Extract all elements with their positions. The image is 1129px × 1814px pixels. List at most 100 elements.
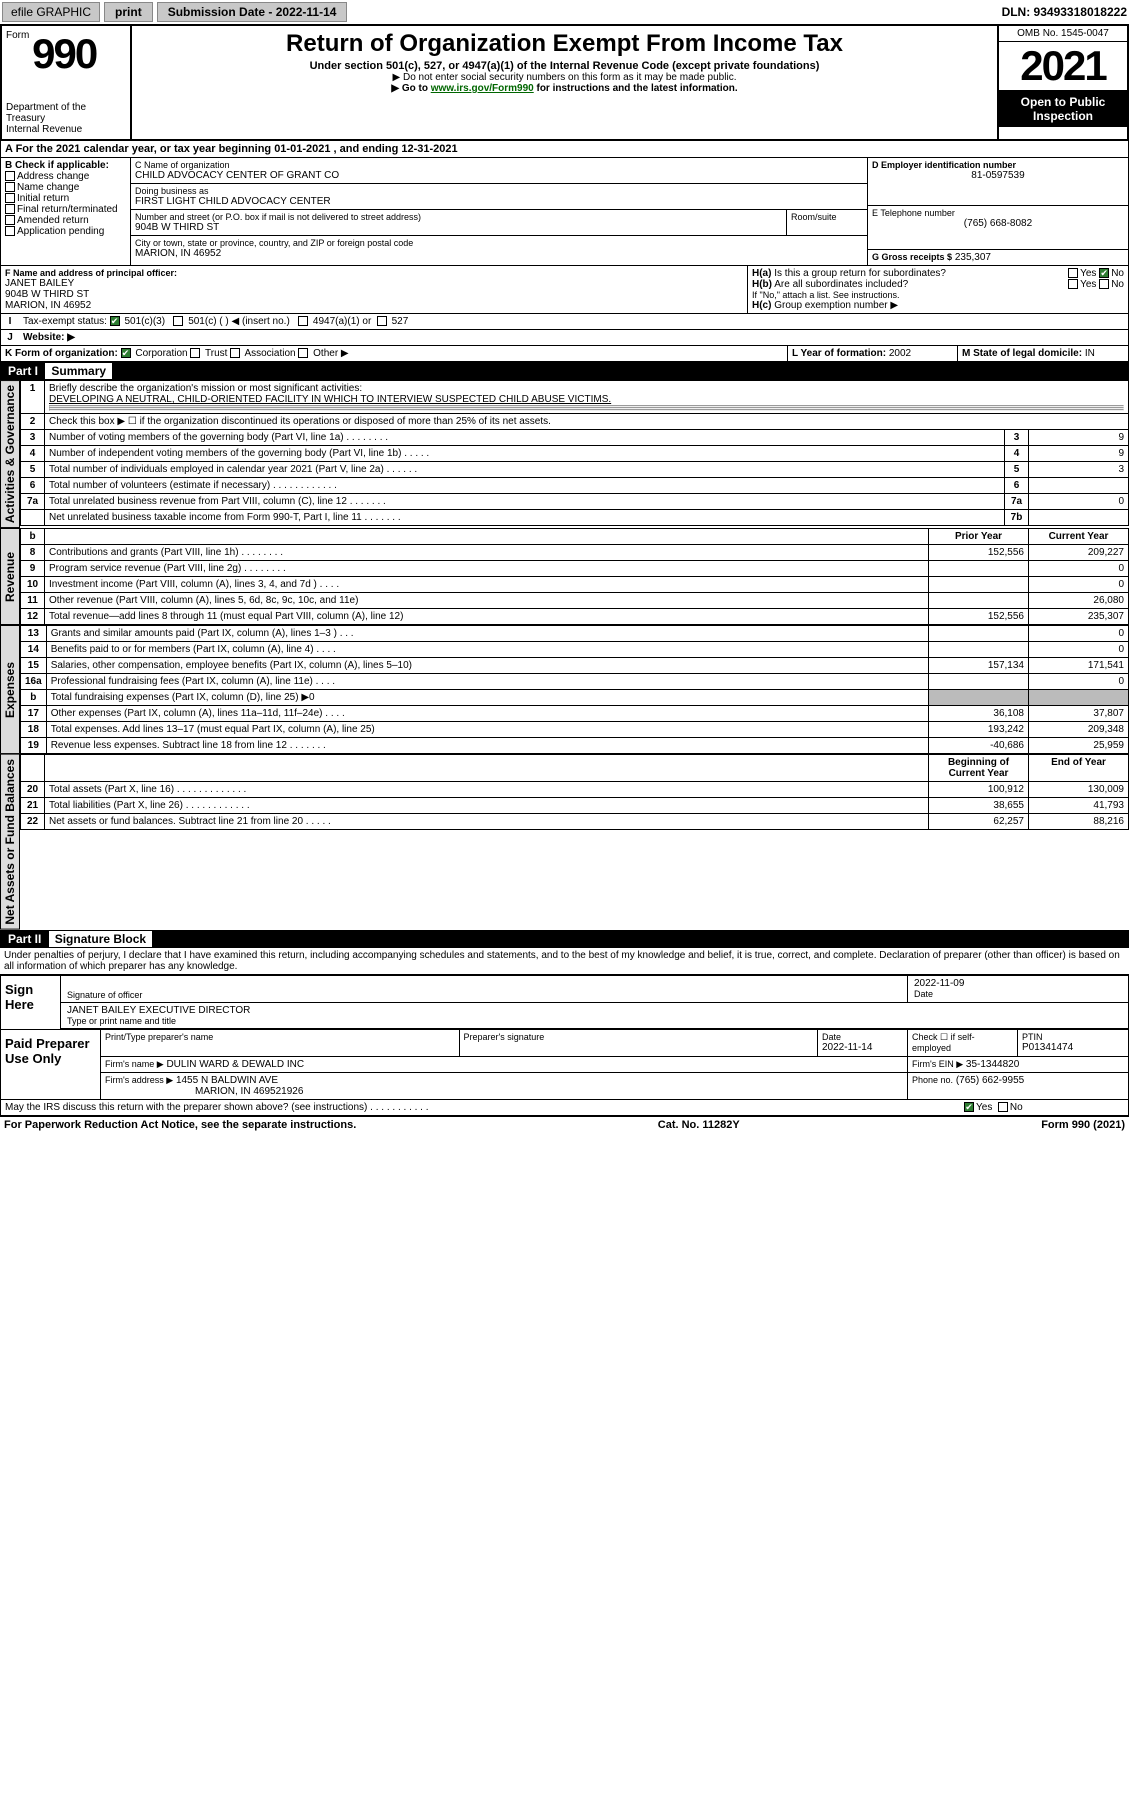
prep-date: 2022-11-14 <box>822 1042 903 1053</box>
room-label: Room/suite <box>791 212 863 222</box>
hc-label: Group exemption number ▶ <box>774 300 898 311</box>
firm-phone: (765) 662-9955 <box>956 1075 1024 1086</box>
cb-name-change[interactable] <box>5 182 15 192</box>
firm-name-label: Firm's name ▶ <box>105 1059 164 1069</box>
cb-discuss-no[interactable] <box>998 1102 1008 1112</box>
revenue-block: Revenue bPrior YearCurrent Year 8Contrib… <box>0 528 1129 625</box>
form-header: Form 990 Department of the Treasury Inte… <box>0 24 1129 141</box>
note2-post: for instructions and the latest informat… <box>534 83 738 94</box>
state-domicile: IN <box>1085 348 1095 359</box>
cb-address-change[interactable] <box>5 171 15 181</box>
hb-label: Are all subordinates included? <box>774 279 908 290</box>
hb-no: No <box>1111 279 1124 290</box>
expenses-block: Expenses 13Grants and similar amounts pa… <box>0 625 1129 754</box>
website-label: Website: ▶ <box>19 330 1128 345</box>
declaration-text: Under penalties of perjury, I declare th… <box>0 948 1129 974</box>
ein-value: 81-0597539 <box>872 170 1124 181</box>
print-button[interactable]: print <box>104 2 153 22</box>
note2-pre: ▶ Go to <box>391 83 430 94</box>
omb-number: OMB No. 1545-0047 <box>999 26 1127 42</box>
form-number: 990 <box>32 30 96 77</box>
section-c: C Name of organization CHILD ADVOCACY CE… <box>131 158 868 265</box>
form-footer: Form 990 (2021) <box>1041 1119 1125 1131</box>
cb-final-return[interactable] <box>5 204 15 214</box>
cb-discuss-yes[interactable] <box>964 1102 974 1112</box>
signature-block: Sign Here Signature of officer 2022-11-0… <box>0 974 1129 1030</box>
table-row: 12Total revenue—add lines 8 through 11 (… <box>21 609 1129 625</box>
lbl-address-change: Address change <box>17 171 89 182</box>
opt-527: 527 <box>392 316 409 327</box>
table-row: 7aTotal unrelated business revenue from … <box>21 494 1129 510</box>
discuss-row: May the IRS discuss this return with the… <box>0 1100 1129 1116</box>
opt-trust: Trust <box>205 348 227 359</box>
firm-phone-label: Phone no. <box>912 1075 953 1085</box>
lbl-app-pending: Application pending <box>17 226 104 237</box>
org-name: CHILD ADVOCACY CENTER OF GRANT CO <box>135 170 863 181</box>
cb-assoc[interactable] <box>230 348 240 358</box>
table-row: 21Total liabilities (Part X, line 26) . … <box>21 798 1129 814</box>
dba-label: Doing business as <box>135 186 863 196</box>
part1-num: Part I <box>8 364 38 378</box>
officer-addr1: 904B W THIRD ST <box>5 289 743 300</box>
table-row: 6Total number of volunteers (estimate if… <box>21 478 1129 494</box>
discuss-label: May the IRS discuss this return with the… <box>5 1102 964 1113</box>
i-label: Tax-exempt status: <box>23 316 107 327</box>
cb-hb-no[interactable] <box>1099 279 1109 289</box>
cat-no: Cat. No. 11282Y <box>658 1119 740 1131</box>
cb-initial-return[interactable] <box>5 193 15 203</box>
firm-addr-label: Firm's address ▶ <box>105 1075 173 1085</box>
footer: For Paperwork Reduction Act Notice, see … <box>0 1116 1129 1133</box>
table-row: 14Benefits paid to or for members (Part … <box>21 642 1129 658</box>
tab-expenses: Expenses <box>0 625 20 754</box>
paid-preparer-block: Paid Preparer Use Only Print/Type prepar… <box>0 1030 1129 1100</box>
table-row: 22Net assets or fund balances. Subtract … <box>21 814 1129 830</box>
phone-value: (765) 668-8082 <box>872 218 1124 229</box>
cb-corp[interactable] <box>121 348 131 358</box>
cb-4947[interactable] <box>298 316 308 326</box>
sig-officer-label: Signature of officer <box>67 990 901 1000</box>
sig-date-label: Date <box>914 989 1122 999</box>
submission-date: Submission Date - 2022-11-14 <box>157 2 348 22</box>
cb-application-pending[interactable] <box>5 226 15 236</box>
typed-name: JANET BAILEY EXECUTIVE DIRECTOR <box>67 1005 1122 1016</box>
part2-title: Signature Block <box>49 931 152 947</box>
section-klm: K Form of organization: Corporation Trus… <box>0 346 1129 362</box>
netassets-block: Net Assets or Fund Balances Beginning of… <box>0 754 1129 930</box>
cb-501c3[interactable] <box>110 316 120 326</box>
line2-text: Check this box ▶ ☐ if the organization d… <box>45 414 1129 430</box>
tab-revenue: Revenue <box>0 528 20 625</box>
form-subtitle: Under section 501(c), 527, or 4947(a)(1)… <box>140 60 989 72</box>
form990-link[interactable]: www.irs.gov/Form990 <box>431 83 534 94</box>
opt-assoc: Association <box>244 348 295 359</box>
typed-label: Type or print name and title <box>67 1016 1122 1026</box>
lbl-initial-return: Initial return <box>17 193 69 204</box>
cb-other[interactable] <box>298 348 308 358</box>
cb-trust[interactable] <box>190 348 200 358</box>
table-row: 20Total assets (Part X, line 16) . . . .… <box>21 782 1129 798</box>
section-j: J Website: ▶ <box>0 330 1129 346</box>
section-f: F Name and address of principal officer:… <box>1 266 748 313</box>
discuss-yes: Yes <box>976 1102 992 1113</box>
cb-527[interactable] <box>377 316 387 326</box>
cb-ha-no[interactable] <box>1099 268 1109 278</box>
efile-graphic-label: efile GRAPHIC <box>2 2 100 22</box>
irs-label: Internal Revenue <box>6 124 126 135</box>
cb-hb-yes[interactable] <box>1068 279 1078 289</box>
ein-label: D Employer identification number <box>872 160 1124 170</box>
firm-name: DULIN WARD & DEWALD INC <box>166 1059 304 1070</box>
cb-amended-return[interactable] <box>5 215 15 225</box>
dept-treasury: Department of the Treasury <box>6 102 126 124</box>
table-row: 15Salaries, other compensation, employee… <box>21 658 1129 674</box>
period-line-a: A For the 2021 calendar year, or tax yea… <box>0 141 1129 158</box>
ptin-label: PTIN <box>1022 1032 1124 1042</box>
table-row: 19Revenue less expenses. Subtract line 1… <box>21 738 1129 754</box>
identity-block: B Check if applicable: Address change Na… <box>0 158 1129 266</box>
cb-501c[interactable] <box>173 316 183 326</box>
cb-ha-yes[interactable] <box>1068 268 1078 278</box>
part2-num: Part II <box>8 932 41 946</box>
form-note-2: ▶ Go to www.irs.gov/Form990 for instruct… <box>140 83 989 94</box>
opt-4947: 4947(a)(1) or <box>313 316 371 327</box>
officer-name: JANET BAILEY <box>5 278 743 289</box>
table-row: Net unrelated business taxable income fr… <box>21 510 1129 526</box>
table-row: 17Other expenses (Part IX, column (A), l… <box>21 706 1129 722</box>
